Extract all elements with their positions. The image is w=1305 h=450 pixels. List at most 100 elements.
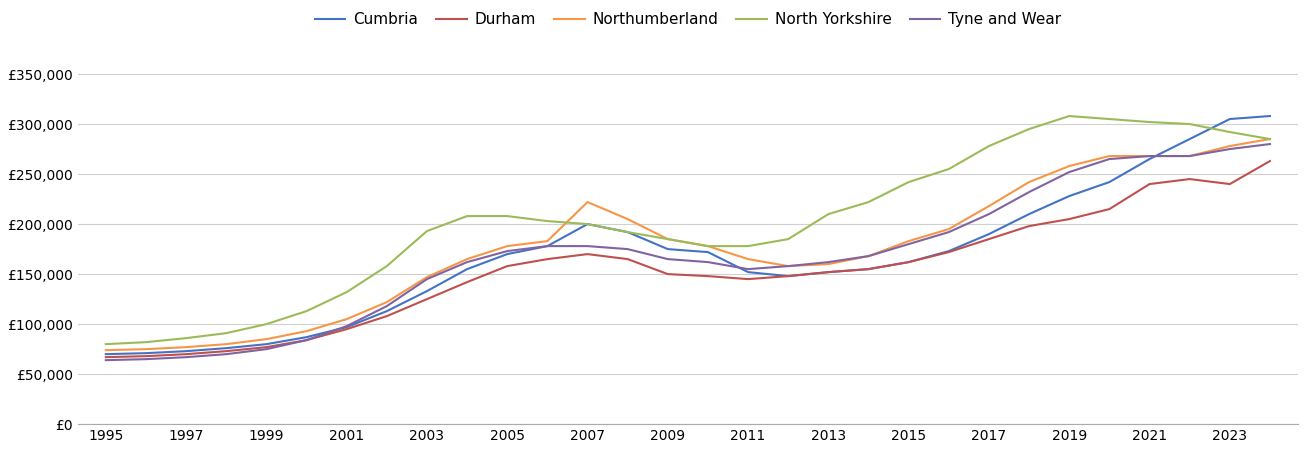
Tyne and Wear — [419, 276, 435, 282]
Cumbria — [1182, 136, 1198, 142]
North Yorkshire — [419, 229, 435, 234]
Cumbria — [299, 334, 315, 340]
Tyne and Wear — [699, 259, 715, 265]
Durham — [900, 259, 916, 265]
Northumberland — [539, 238, 555, 244]
Cumbria — [138, 351, 154, 356]
Durham — [620, 256, 636, 262]
North Yorkshire — [1101, 117, 1117, 122]
Tyne and Wear — [539, 243, 555, 249]
Tyne and Wear — [780, 263, 796, 269]
Tyne and Wear — [1101, 156, 1117, 162]
Northumberland — [258, 337, 274, 342]
Tyne and Wear — [339, 324, 355, 329]
Durham — [1022, 223, 1037, 229]
Durham — [339, 326, 355, 332]
Durham — [1101, 207, 1117, 212]
Cumbria — [660, 247, 676, 252]
Cumbria — [821, 270, 837, 275]
Northumberland — [620, 216, 636, 222]
Durham — [218, 348, 234, 354]
Northumberland — [861, 253, 877, 259]
Northumberland — [339, 316, 355, 322]
Northumberland — [218, 342, 234, 347]
Tyne and Wear — [981, 212, 997, 217]
North Yorkshire — [660, 236, 676, 242]
Tyne and Wear — [579, 243, 595, 249]
Cumbria — [900, 259, 916, 265]
Tyne and Wear — [500, 248, 515, 254]
North Yorkshire — [740, 243, 756, 249]
Northumberland — [459, 256, 475, 262]
Northumberland — [1142, 153, 1158, 159]
Tyne and Wear — [1142, 153, 1158, 159]
North Yorkshire — [620, 230, 636, 235]
Northumberland — [138, 346, 154, 352]
Durham — [1061, 216, 1077, 222]
Durham — [1262, 158, 1278, 164]
Cumbria — [1061, 194, 1077, 199]
Cumbria — [941, 248, 957, 254]
Tyne and Wear — [821, 259, 837, 265]
Tyne and Wear — [1182, 153, 1198, 159]
Tyne and Wear — [1221, 146, 1237, 152]
Northumberland — [780, 263, 796, 269]
Northumberland — [419, 274, 435, 280]
Tyne and Wear — [861, 253, 877, 259]
Tyne and Wear — [900, 241, 916, 247]
Northumberland — [821, 261, 837, 267]
Line: Durham: Durham — [106, 161, 1270, 357]
Cumbria — [218, 346, 234, 351]
Durham — [981, 236, 997, 242]
Northumberland — [981, 203, 997, 209]
Cumbria — [1221, 117, 1237, 122]
Durham — [861, 266, 877, 272]
Durham — [941, 249, 957, 255]
Northumberland — [179, 344, 194, 350]
Tyne and Wear — [660, 256, 676, 262]
Line: Northumberland: Northumberland — [106, 139, 1270, 350]
Durham — [740, 276, 756, 282]
North Yorkshire — [941, 166, 957, 172]
Northumberland — [740, 256, 756, 262]
Durham — [179, 351, 194, 357]
Cumbria — [378, 308, 394, 314]
Line: Cumbria: Cumbria — [106, 116, 1270, 354]
Northumberland — [1061, 163, 1077, 169]
Cumbria — [699, 249, 715, 255]
Durham — [699, 274, 715, 279]
North Yorkshire — [218, 330, 234, 336]
Northumberland — [900, 238, 916, 244]
Cumbria — [579, 221, 595, 227]
Tyne and Wear — [138, 356, 154, 362]
Cumbria — [981, 231, 997, 237]
North Yorkshire — [780, 236, 796, 242]
Durham — [821, 270, 837, 275]
Tyne and Wear — [459, 259, 475, 265]
Tyne and Wear — [98, 357, 114, 363]
Cumbria — [1101, 180, 1117, 185]
Durham — [1142, 181, 1158, 187]
North Yorkshire — [98, 342, 114, 347]
North Yorkshire — [579, 221, 595, 227]
North Yorkshire — [299, 308, 315, 314]
Tyne and Wear — [1262, 141, 1278, 147]
Cumbria — [500, 252, 515, 257]
Tyne and Wear — [179, 355, 194, 360]
North Yorkshire — [1182, 122, 1198, 127]
Durham — [419, 297, 435, 302]
Northumberland — [299, 328, 315, 334]
North Yorkshire — [1142, 119, 1158, 125]
Cumbria — [258, 342, 274, 347]
North Yorkshire — [500, 213, 515, 219]
Cumbria — [98, 351, 114, 357]
Durham — [1182, 176, 1198, 182]
North Yorkshire — [459, 213, 475, 219]
North Yorkshire — [138, 339, 154, 345]
Durham — [539, 256, 555, 262]
North Yorkshire — [821, 212, 837, 217]
Cumbria — [780, 274, 796, 279]
Cumbria — [620, 230, 636, 235]
Durham — [299, 338, 315, 343]
Cumbria — [1022, 212, 1037, 217]
